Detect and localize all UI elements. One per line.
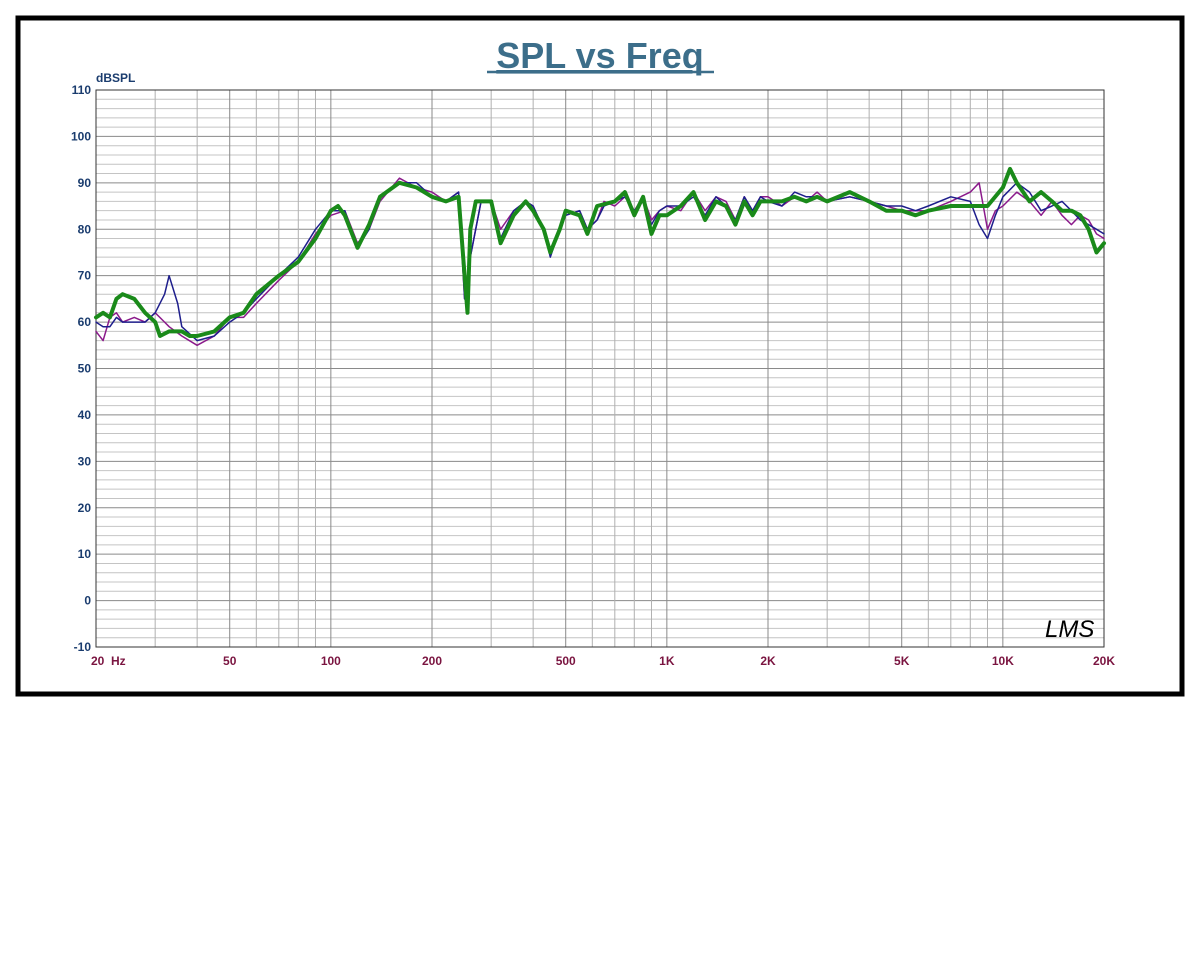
x-tick-label: 50 <box>223 654 237 668</box>
data-series <box>94 166 1106 347</box>
chart-border <box>15 15 1185 697</box>
spl-frequency-chart: SPL vs Freq dBSPL 1101009080706050403020… <box>15 15 1185 697</box>
y-tick-label: 10 <box>78 547 92 561</box>
x-tick-label: 1K <box>659 654 675 668</box>
plot-area-border <box>95 89 1105 648</box>
y-tick-label: 90 <box>78 176 92 190</box>
chart-title: SPL vs Freq <box>496 35 703 76</box>
x-tick-label: 2K <box>760 654 776 668</box>
y-tick-label: 20 <box>78 501 92 515</box>
y-tick-label: 30 <box>78 454 92 468</box>
x-axis-ticks: 20 Hz 50 100 200 500 1K 2K 5K 10K 20K <box>91 654 1115 668</box>
y-tick-label: 0 <box>84 594 91 608</box>
y-tick-label: 50 <box>78 362 92 376</box>
x-tick-label: 500 <box>556 654 576 668</box>
series-line-3 <box>94 166 1106 338</box>
y-axis-label: dBSPL <box>96 71 135 85</box>
x-tick-label: 20K <box>1093 654 1115 668</box>
y-tick-label: 60 <box>78 315 92 329</box>
x-tick-label: 5K <box>894 654 910 668</box>
y-tick-label: -10 <box>74 640 92 654</box>
x-tick-label: 20 Hz <box>91 654 126 668</box>
y-tick-label: 100 <box>71 129 91 143</box>
x-tick-label: 100 <box>321 654 341 668</box>
y-tick-label: 40 <box>78 408 92 422</box>
lms-watermark: LMS <box>1045 616 1094 643</box>
x-tick-label: 10K <box>992 654 1014 668</box>
x-tick-label: 200 <box>422 654 442 668</box>
y-tick-label: 110 <box>72 83 92 97</box>
y-tick-label: 70 <box>78 269 92 283</box>
y-tick-label: 80 <box>78 222 92 236</box>
grid <box>95 89 1105 648</box>
